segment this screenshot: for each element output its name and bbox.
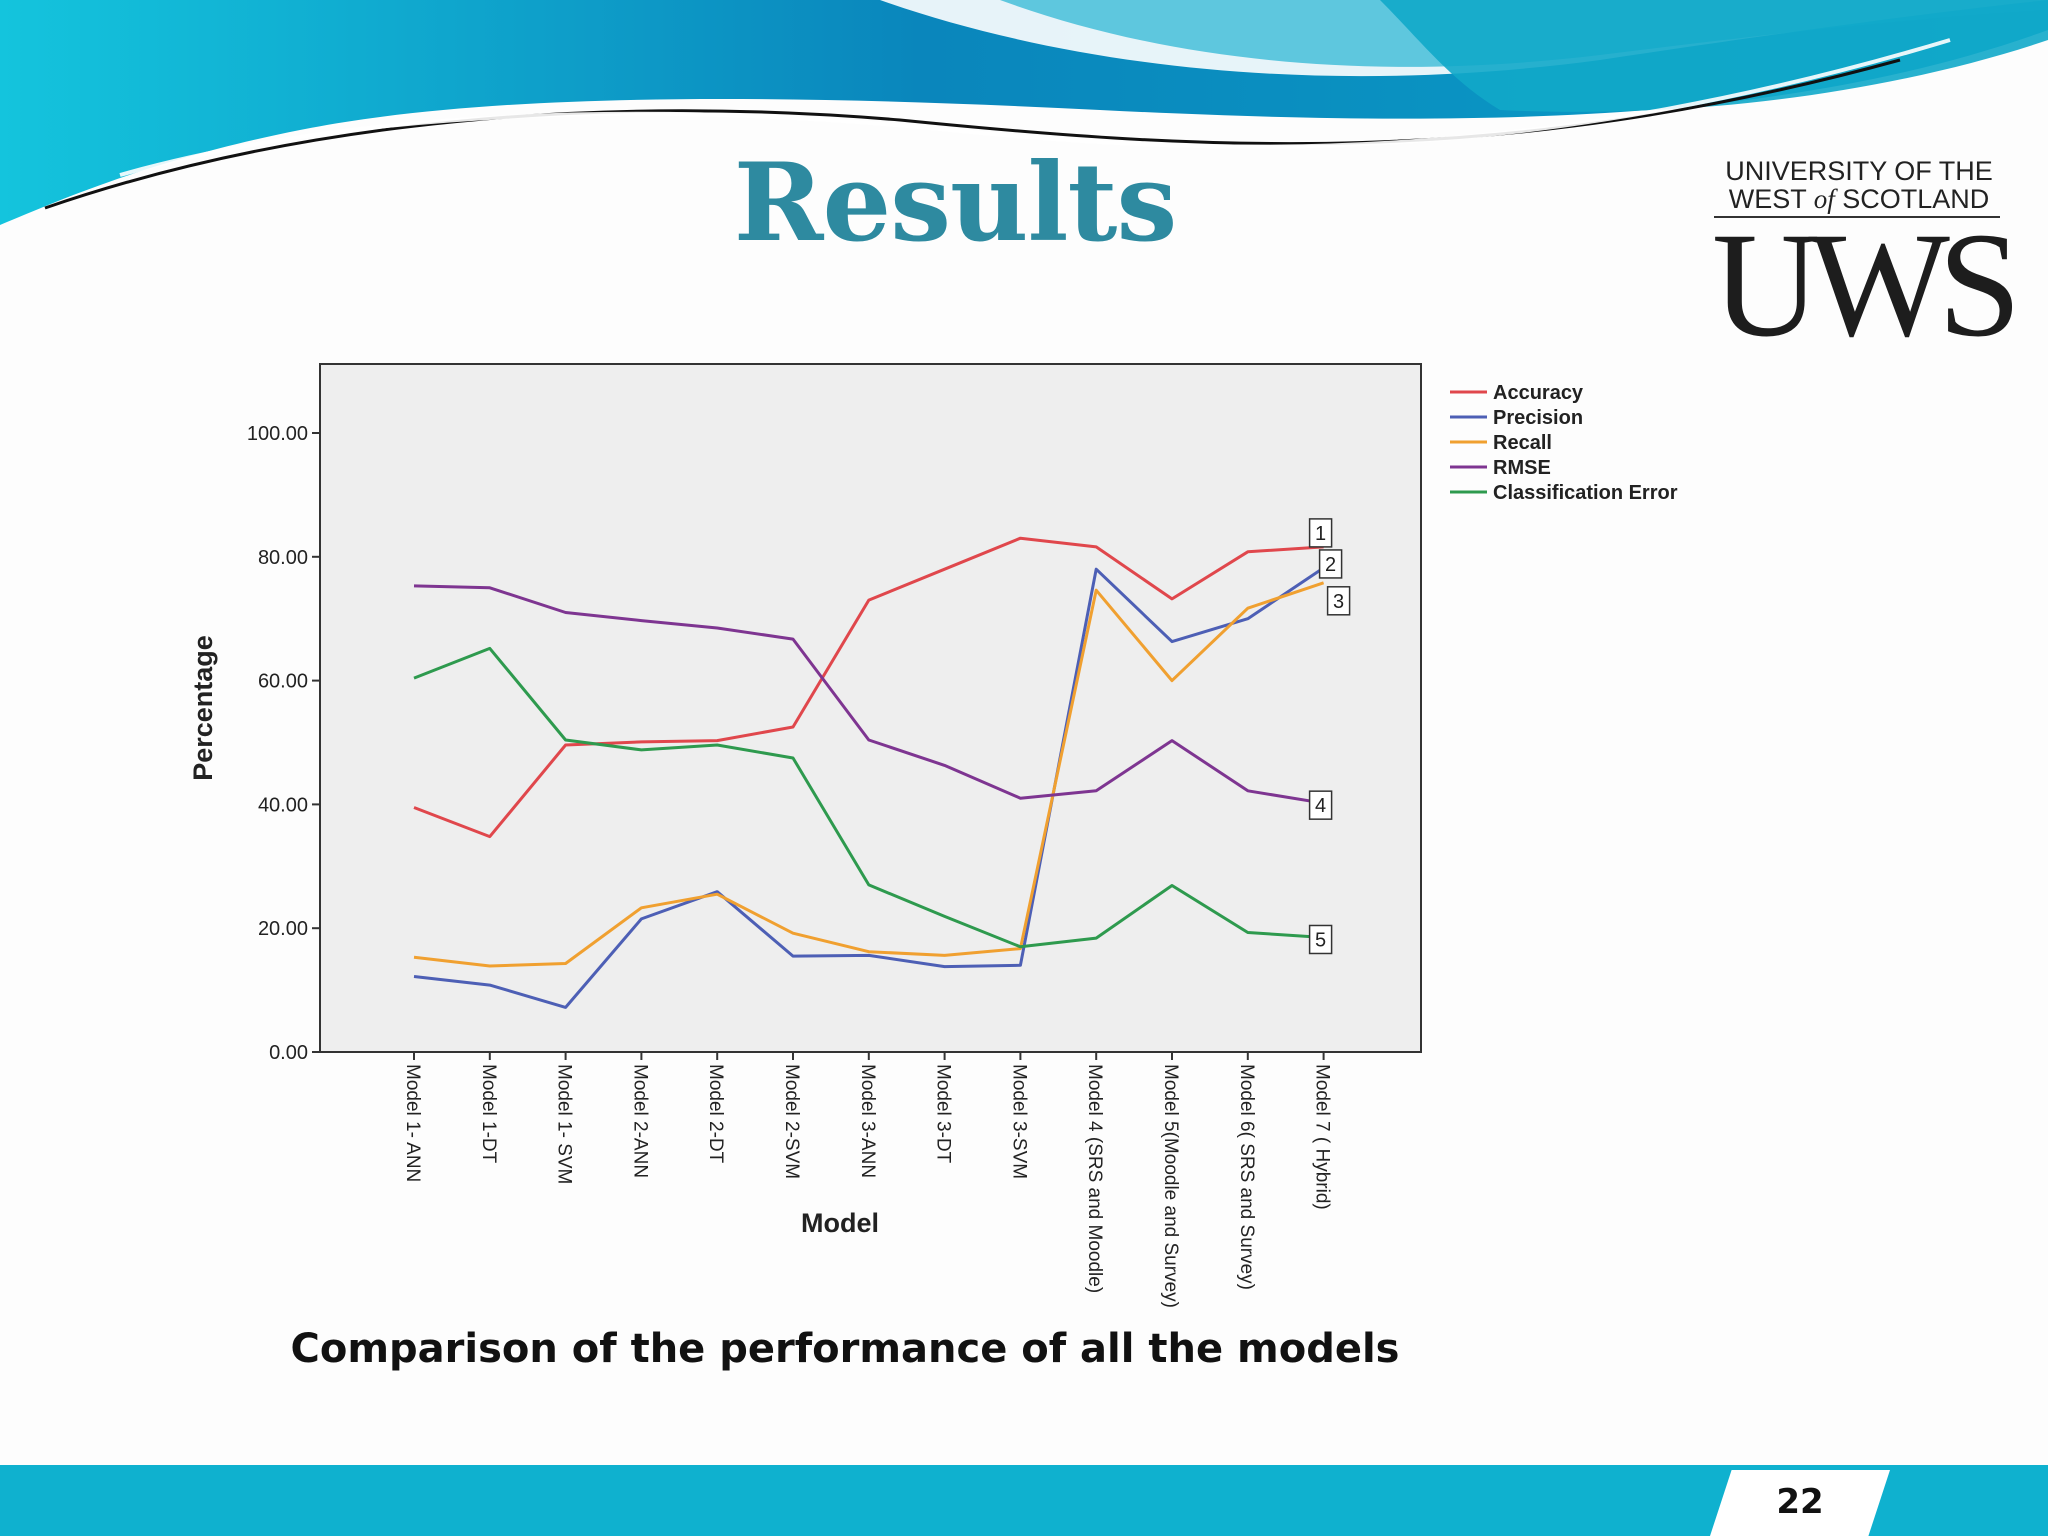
- header-wave-teal: [1380, 0, 2048, 112]
- plot-area: [319, 363, 1422, 1053]
- header-swoosh-line-2: [119, 38, 1951, 177]
- series-end-label-box: [1318, 549, 1343, 579]
- slide-title: Results: [733, 140, 1178, 266]
- x-tick-label: Model 1- SVM: [554, 1064, 575, 1184]
- legend-label: Precision: [1493, 407, 1583, 429]
- series-line-classification-error: [413, 646, 1324, 949]
- legend-label: Classification Error: [1493, 482, 1678, 504]
- series-end-label-box: [1308, 924, 1333, 955]
- legend-label: Accuracy: [1493, 382, 1584, 404]
- series-line-accuracy: [413, 536, 1324, 839]
- university-logo: UNIVERSITY OF THE WEST of SCOTLAND UWS: [1712, 156, 2021, 368]
- logo-line-2: WEST of SCOTLAND: [1728, 184, 1990, 214]
- x-tick-label: Model 2-SVM: [781, 1064, 802, 1179]
- series-line-rmse: [413, 584, 1324, 805]
- x-tick-label: Model 6( SRS and Survey): [1236, 1064, 1257, 1290]
- footer-band: [0, 1465, 2048, 1536]
- y-tick-label: 100.00: [247, 423, 308, 445]
- logo-line-1: UNIVERSITY OF THE: [1725, 156, 1993, 186]
- series-end-label: 1: [1315, 523, 1326, 545]
- series-end-label-box: [1326, 586, 1351, 616]
- series-end-label: 2: [1325, 554, 1336, 576]
- series-end-label-box: [1308, 790, 1333, 820]
- x-tick-label: Model 2-DT: [705, 1064, 726, 1164]
- x-tick-label: Model 3-SVM: [1008, 1064, 1029, 1179]
- x-tick-label: Model 1- ANN: [402, 1064, 423, 1182]
- series-end-label: 3: [1333, 591, 1344, 613]
- x-tick-label: Model 3-DT: [933, 1064, 954, 1164]
- legend-label: Recall: [1493, 432, 1552, 454]
- chart-caption: Comparison of the performance of all the…: [290, 1326, 1400, 1372]
- y-tick-label: 60.00: [258, 671, 308, 693]
- x-axis-title: Model: [801, 1208, 879, 1238]
- series-end-label: 5: [1315, 929, 1326, 951]
- series-end-label: 4: [1315, 795, 1326, 817]
- y-axis-title: Percentage: [188, 635, 218, 781]
- x-tick-label: Model 3-ANN: [857, 1064, 878, 1178]
- logo-mark: UWS: [1712, 202, 2021, 368]
- x-tick-label: Model 4 (SRS and Moodle): [1084, 1064, 1105, 1293]
- y-tick-label: 40.00: [258, 794, 308, 816]
- page-number: 22: [1776, 1482, 1824, 1522]
- series-end-label-box: [1308, 518, 1333, 548]
- logo-rule: [1714, 216, 2000, 218]
- y-tick-label: 20.00: [258, 918, 308, 940]
- x-tick-label: Model 5(Moodle and Survey): [1160, 1064, 1181, 1308]
- x-tick-label: Model 1-DT: [478, 1064, 499, 1164]
- x-tick-label: Model 2-ANN: [629, 1064, 650, 1178]
- series-line-precision: [413, 566, 1325, 1009]
- legend-label: RMSE: [1493, 457, 1551, 479]
- y-tick-label: 80.00: [258, 547, 308, 569]
- series-line-recall: [413, 581, 1325, 968]
- y-tick-label: 0.00: [269, 1042, 308, 1064]
- x-tick-label: Model 7 ( Hybrid): [1312, 1064, 1333, 1210]
- page-number-box: [1710, 1470, 1890, 1536]
